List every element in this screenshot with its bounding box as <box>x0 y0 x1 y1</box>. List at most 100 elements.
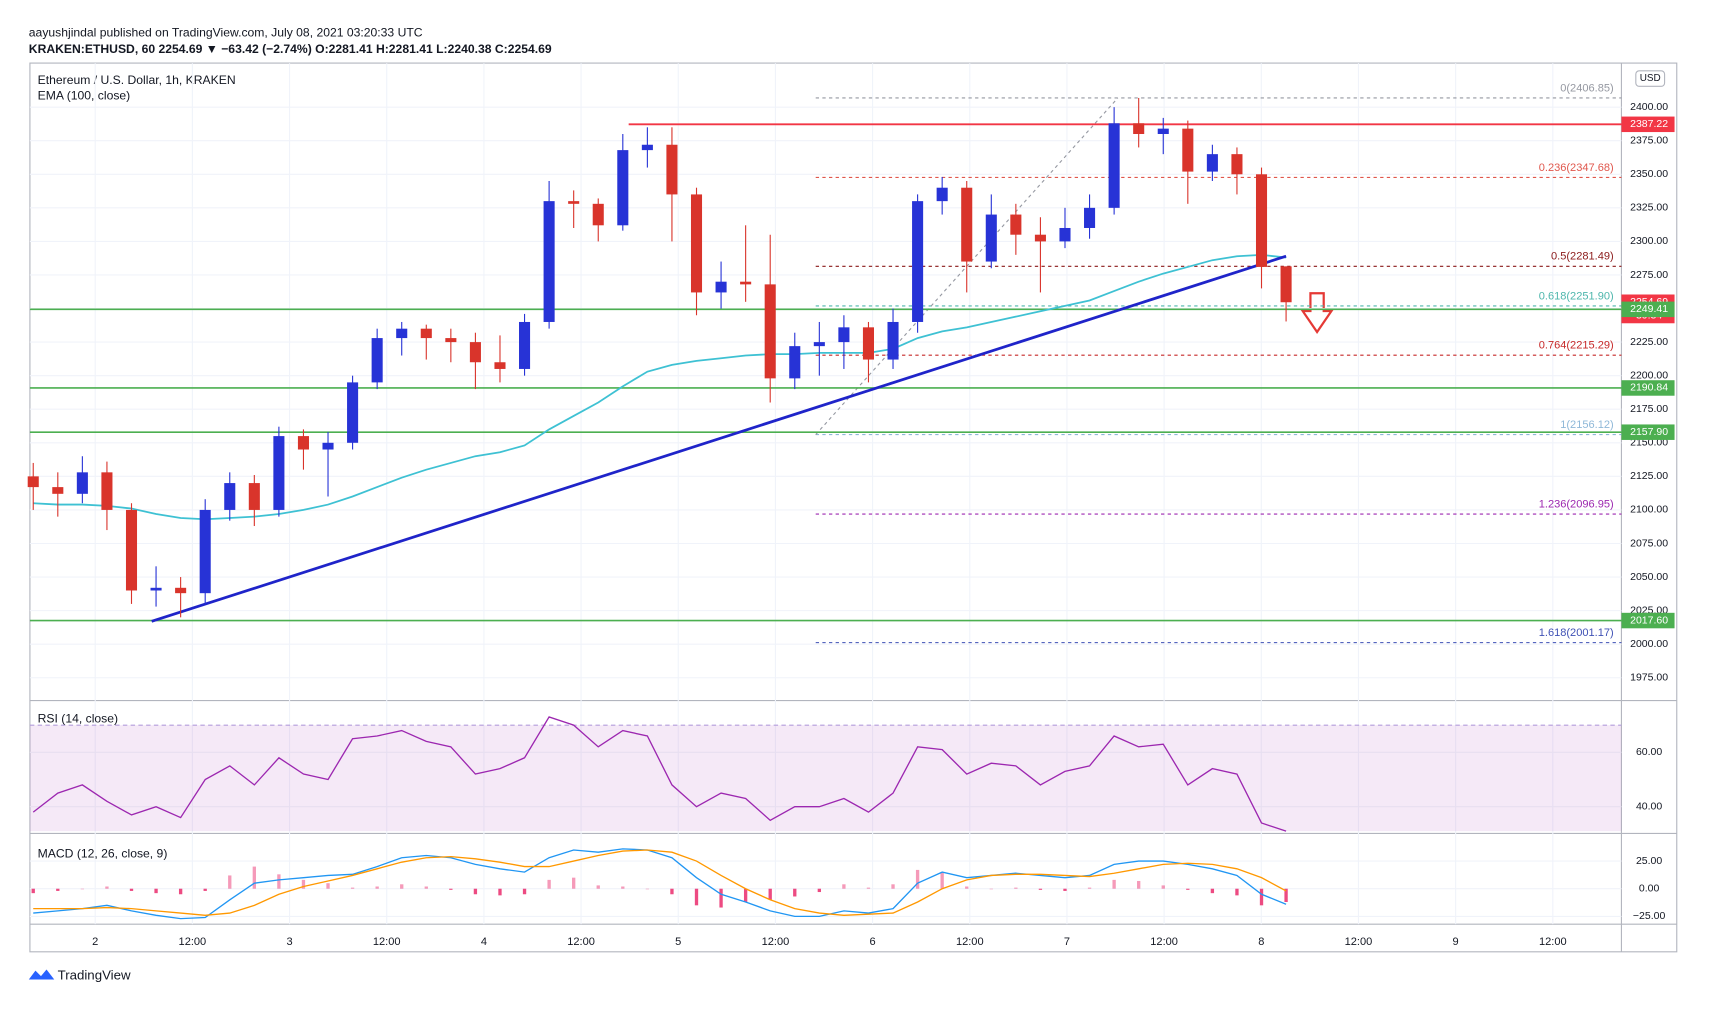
macd-histogram-bar <box>400 884 404 889</box>
x-tick-label: 12:00 <box>956 936 984 948</box>
header-line1: aayushjindal published on TradingView.co… <box>29 26 423 40</box>
macd-histogram-bar <box>989 888 993 890</box>
macd-histogram-bar <box>572 877 576 889</box>
brand: TradingView <box>28 968 131 983</box>
macd-histogram-bar <box>522 888 527 895</box>
y-tick-label: 2225.00 <box>1630 336 1668 348</box>
fib-label: 0.618(2251.90) <box>1539 290 1614 302</box>
macd-histogram-bar <box>473 888 478 895</box>
candle-body <box>1206 154 1218 172</box>
macd-histogram-bar <box>866 887 871 889</box>
candle-body <box>52 487 64 494</box>
macd-histogram-bar <box>1161 885 1165 889</box>
x-tick-label: 12:00 <box>1539 936 1567 948</box>
currency: USD <box>1640 73 1661 84</box>
candle-body <box>27 476 39 488</box>
indicator-title: EMA (100, close) <box>38 89 131 103</box>
macd-histogram-bar <box>965 886 969 889</box>
y-tick-label: 2100.00 <box>1630 504 1668 516</box>
macd-histogram-bar <box>31 888 35 894</box>
macd-histogram-bar <box>424 886 428 889</box>
fib-label: 0(2406.85) <box>1560 82 1613 94</box>
macd-histogram-bar <box>645 888 650 890</box>
y-tick-label: 2200.00 <box>1630 369 1668 381</box>
candle-body <box>469 342 481 363</box>
candle-body <box>641 144 653 151</box>
candle-body <box>592 203 604 226</box>
macd-histogram-bar <box>1259 888 1264 906</box>
macd-histogram-bar <box>449 888 453 890</box>
macd-histogram-bar <box>203 888 207 891</box>
x-tick-label: 12:00 <box>1345 936 1373 948</box>
macd-histogram-bar <box>547 879 551 889</box>
macd-histogram-bar <box>129 888 134 891</box>
macd-histogram-bar <box>350 887 355 889</box>
candle-body <box>1280 266 1292 303</box>
price-tag-label: 2387.22 <box>1630 118 1668 130</box>
candle-body <box>1034 234 1046 242</box>
fib-label: 0.764(2215.29) <box>1539 340 1614 352</box>
rsi-band <box>29 725 1622 832</box>
x-tick-label: 12:00 <box>567 936 595 948</box>
y-tick-label: 25.00 <box>1636 855 1662 867</box>
macd-histogram-bar <box>228 875 232 889</box>
macd-histogram-bar <box>1235 888 1239 896</box>
candle-body <box>420 328 432 339</box>
candle-body <box>1059 227 1071 242</box>
candle-body <box>543 201 555 322</box>
candle-body <box>912 201 924 322</box>
macd-histogram-bar <box>326 883 330 889</box>
candle-body <box>887 321 899 360</box>
macd-histogram-bar <box>154 888 158 894</box>
price-tag <box>1621 612 1675 629</box>
candle-body <box>764 284 776 379</box>
candle-body <box>1157 128 1169 135</box>
y-tick-label: 2050.00 <box>1630 571 1668 583</box>
candle-body <box>666 144 678 195</box>
candle-body <box>1255 174 1268 267</box>
macd-histogram-bar <box>1014 887 1018 889</box>
candle-body <box>175 587 187 594</box>
fib-label: 0.236(2347.68) <box>1539 162 1614 174</box>
candle-body <box>813 342 825 347</box>
macd-histogram-bar <box>915 869 920 889</box>
trendline <box>151 254 1287 623</box>
y-tick-label: 2300.00 <box>1630 235 1668 247</box>
candle-body <box>322 442 334 450</box>
pane-title: MACD (12, 26, close, 9) <box>38 847 168 861</box>
macd-histogram-bar <box>105 886 109 889</box>
y-tick-label: 2075.00 <box>1630 537 1668 549</box>
candle-body <box>1133 123 1145 135</box>
candle-body <box>1108 123 1120 208</box>
macd-histogram-bar <box>694 888 699 906</box>
candle-body <box>789 346 801 379</box>
candle-body <box>273 436 285 510</box>
macd-histogram-bar <box>670 888 674 895</box>
candle-body <box>199 509 211 594</box>
candle-body <box>76 472 88 494</box>
pane-title: RSI (14, close) <box>38 712 118 726</box>
x-tick-label: 7 <box>1064 936 1070 948</box>
frame <box>29 62 1678 953</box>
macd-histogram-bar <box>743 888 748 903</box>
macd-histogram-bar <box>817 888 821 893</box>
macd-histogram-bar <box>940 872 944 889</box>
x-tick-label: 12:00 <box>373 936 401 948</box>
x-tick-label: 3 <box>286 936 292 948</box>
candle-body <box>445 338 457 343</box>
x-tick-label: 5 <box>675 936 681 948</box>
candle-body <box>150 587 162 591</box>
y-tick-label: 1975.00 <box>1630 672 1668 684</box>
fib-label: 0.5(2281.49) <box>1551 251 1614 263</box>
candle-body <box>297 436 309 450</box>
macd-histogram-bar <box>178 888 183 895</box>
price-tag-label: 2249.41 <box>1630 303 1668 315</box>
x-tick-label: 2 <box>92 936 98 948</box>
brand-logo <box>28 969 55 980</box>
macd-histogram-bar <box>252 866 256 889</box>
x-tick-label: 4 <box>481 936 487 948</box>
brand-name: TradingView <box>58 968 131 983</box>
candle-body <box>617 150 629 226</box>
